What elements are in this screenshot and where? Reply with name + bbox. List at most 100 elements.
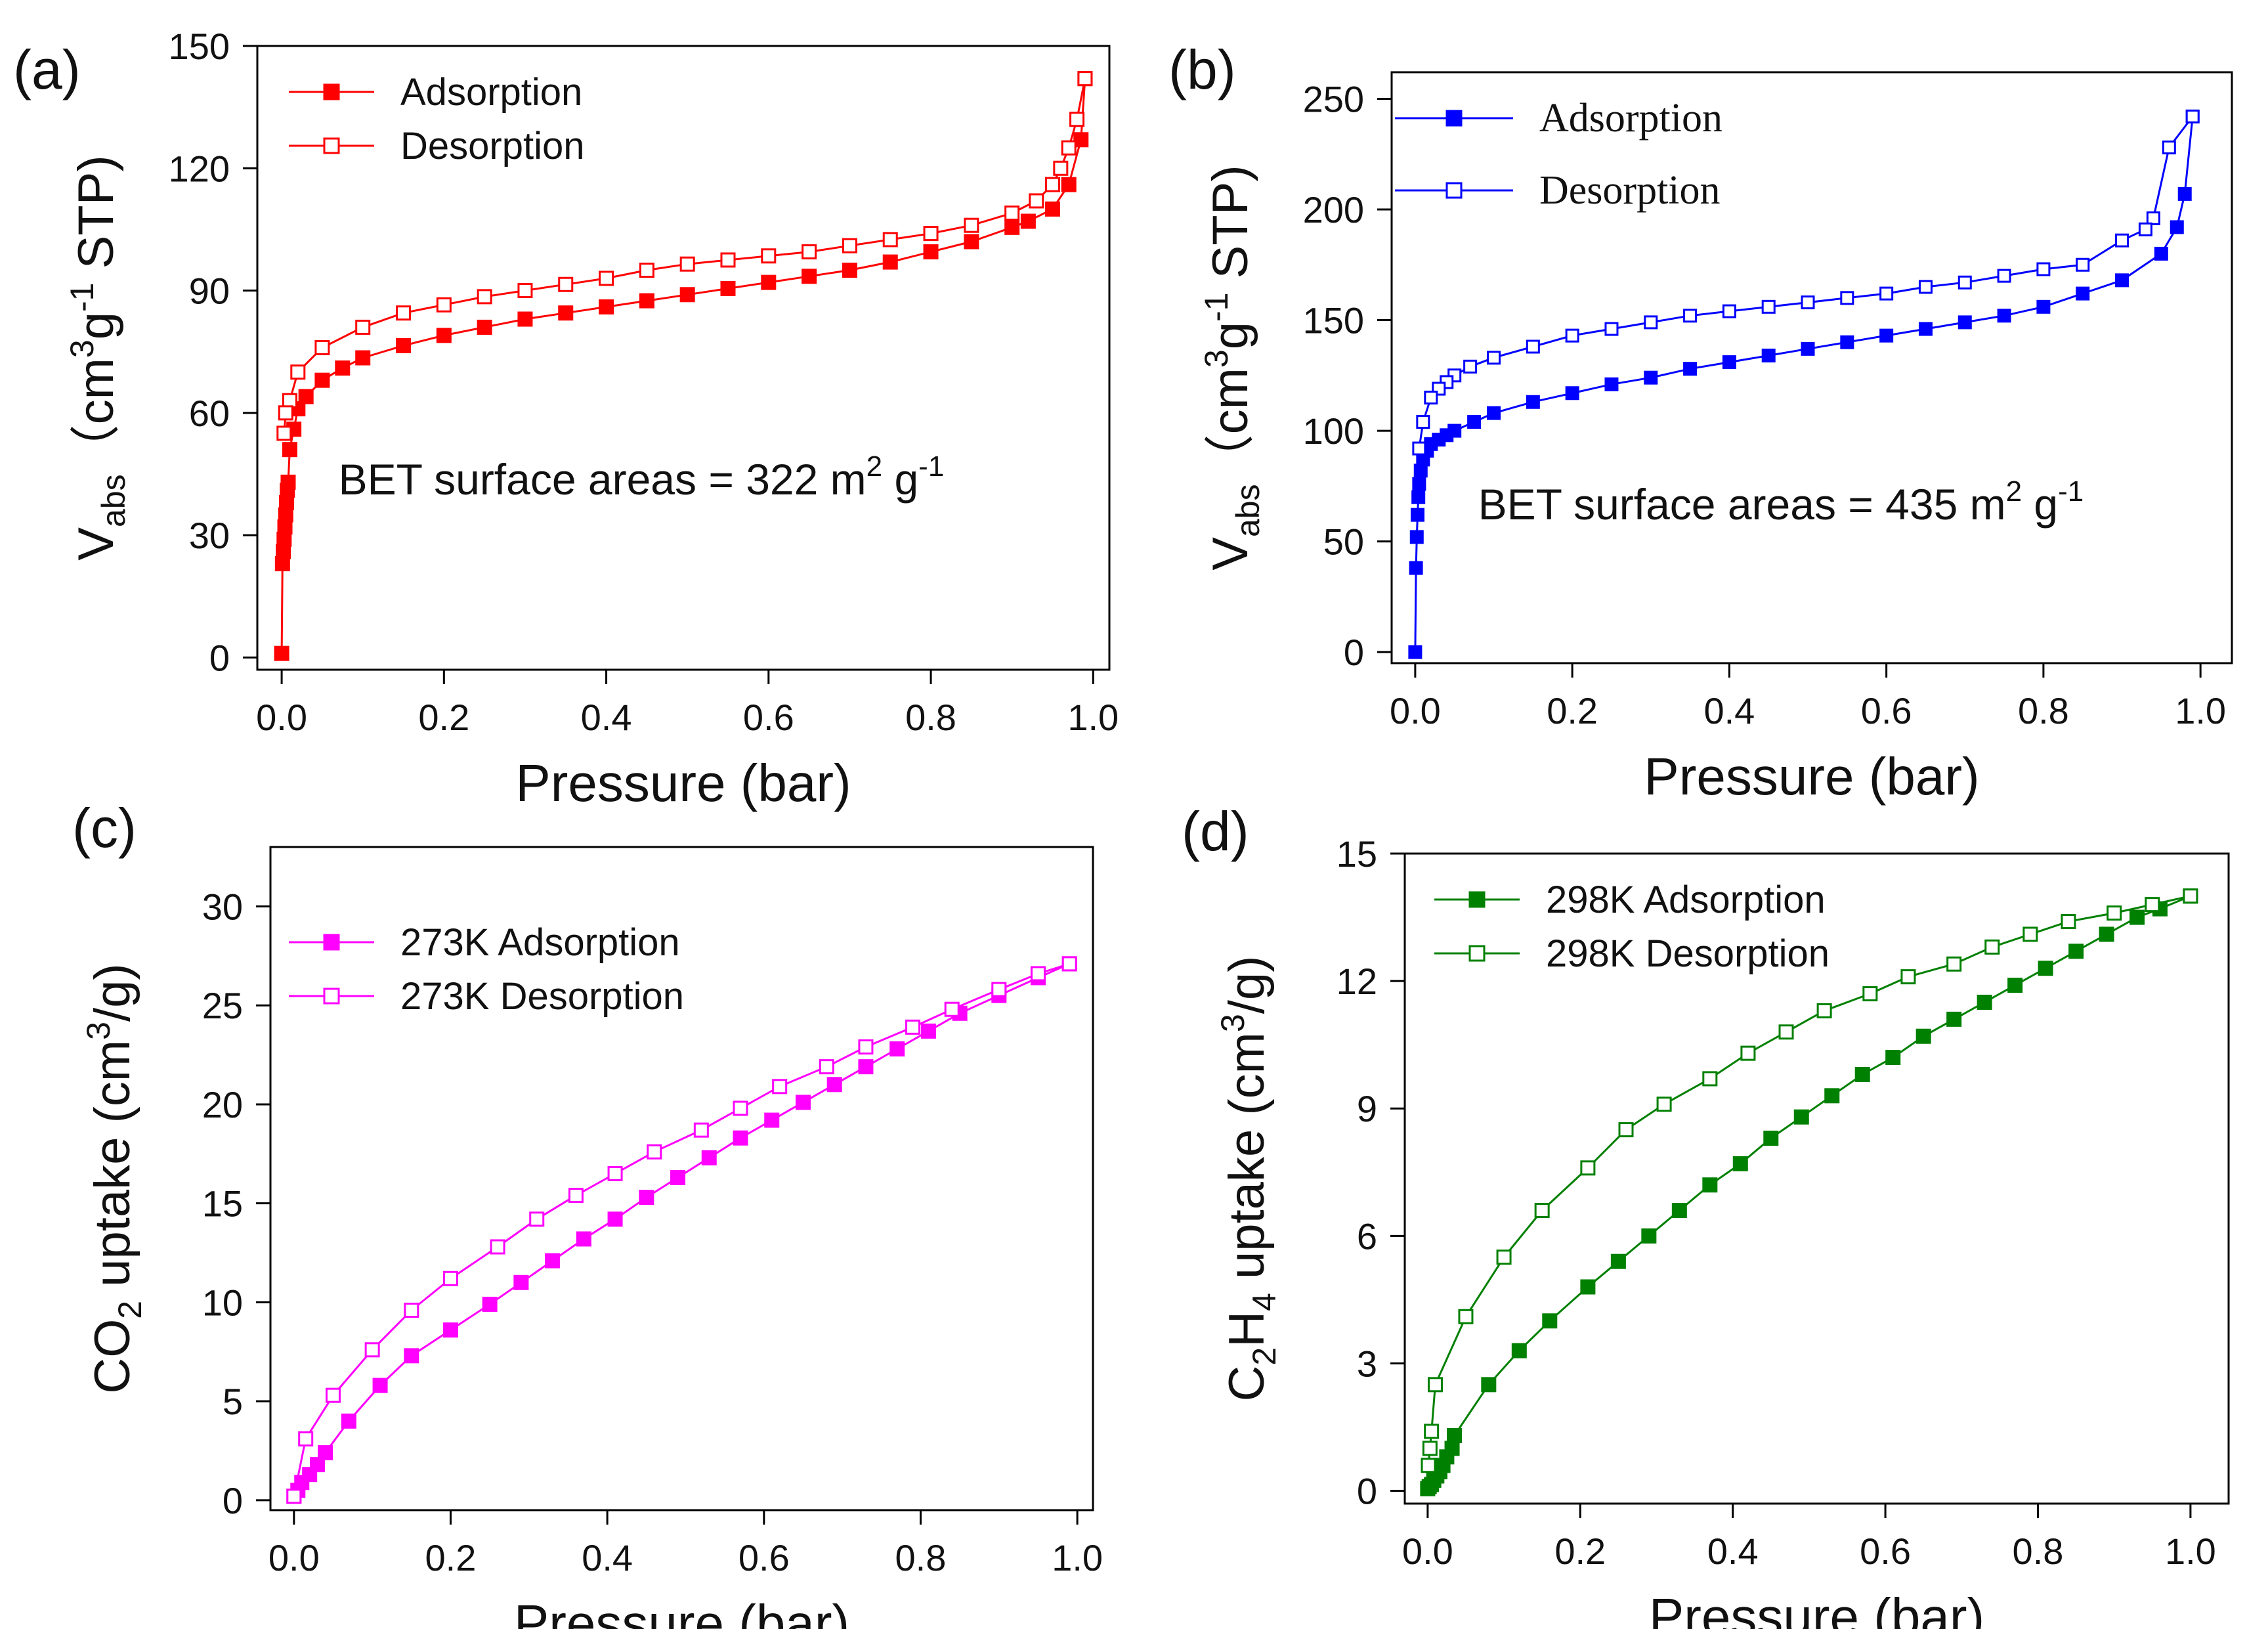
data-point — [1422, 1441, 1438, 1456]
x-tick-label: 0.0 — [256, 697, 307, 738]
data-point — [802, 269, 817, 284]
data-point — [276, 544, 291, 559]
data-point — [923, 226, 939, 242]
data-point — [1778, 1024, 1794, 1040]
data-point — [1683, 362, 1698, 376]
data-point — [795, 1095, 811, 1110]
plot-frame — [256, 45, 1111, 671]
data-point — [1824, 1088, 1840, 1104]
data-point — [1761, 348, 1776, 362]
data-point — [568, 1188, 584, 1204]
data-point — [396, 305, 412, 321]
data-point — [436, 328, 452, 343]
bet-annotation: BET surface areas = 322 m2 g-1 — [339, 450, 945, 504]
data-point — [558, 276, 574, 292]
data-point — [1761, 299, 1776, 314]
data-point — [607, 1211, 623, 1227]
data-point — [1840, 335, 1854, 349]
legend-marker — [323, 988, 340, 1005]
legend-marker — [323, 934, 340, 951]
data-point — [1061, 177, 1077, 192]
data-point — [314, 372, 330, 388]
data-point — [276, 425, 292, 441]
data-point — [1409, 561, 1423, 575]
data-point — [482, 1296, 498, 1312]
data-point — [545, 1253, 561, 1269]
data-point — [1862, 986, 1878, 1002]
data-point — [1004, 206, 1020, 221]
data-point — [298, 389, 314, 404]
y-tick-label: 10 — [202, 1282, 243, 1323]
y-tick-label: 0 — [1357, 1471, 1377, 1512]
data-point — [276, 531, 292, 547]
y-tick-label: 12 — [1337, 961, 1377, 1002]
data-point — [679, 287, 695, 303]
data-point — [2076, 286, 2090, 301]
data-point — [1900, 969, 1916, 985]
data-point — [404, 1302, 419, 1318]
data-point — [1977, 994, 1992, 1010]
x-tick-label: 1.0 — [1067, 697, 1119, 738]
data-point — [2170, 220, 2184, 234]
data-point — [404, 1348, 419, 1364]
series-line — [283, 78, 1086, 434]
data-point — [1004, 219, 1020, 235]
label-part: /g) — [1219, 956, 1275, 1014]
data-point — [477, 319, 492, 335]
data-point — [2162, 141, 2176, 155]
y-tick-label: 15 — [1337, 833, 1377, 875]
data-point — [372, 1378, 388, 1393]
legend: Adsorption Desorption — [289, 71, 584, 167]
data-point — [1030, 966, 1046, 982]
data-point — [1412, 477, 1426, 491]
label-part: uptake (cm — [85, 1040, 140, 1301]
data-point — [1526, 395, 1540, 409]
y-tick-label: 0 — [223, 1480, 243, 1521]
data-point — [1958, 275, 1972, 290]
data-point — [905, 1019, 921, 1035]
data-point — [298, 1431, 314, 1446]
y-tick-label: 150 — [169, 26, 230, 67]
data-point — [517, 283, 533, 299]
x-tick-label: 1.0 — [1052, 1537, 1103, 1578]
data-point — [355, 350, 371, 366]
y-tick-label: 25 — [202, 985, 243, 1026]
data-point — [1610, 1253, 1626, 1269]
y-axis-label: Vabs（cm3g-1 STP) — [1198, 165, 1266, 570]
label-part: STP) — [1203, 165, 1258, 292]
plot-frame — [269, 846, 1094, 1511]
y-tick-label: 15 — [202, 1183, 243, 1225]
data-point — [1946, 1011, 1962, 1027]
data-point — [490, 1239, 505, 1255]
data-point — [1029, 193, 1044, 209]
y-tick-label: 3 — [1357, 1343, 1377, 1384]
label-part: V — [68, 527, 124, 561]
y-tick-label: 9 — [1357, 1088, 1377, 1129]
x-tick-label: 1.0 — [2165, 1531, 2216, 1572]
data-point — [1793, 1109, 1809, 1125]
bet-annotation: BET surface areas = 435 m2 g-1 — [1478, 475, 2084, 529]
data-point — [1073, 132, 1089, 148]
data-point — [280, 474, 296, 490]
data-point — [858, 1059, 874, 1075]
legend-label: 298K Adsorption — [1546, 879, 1826, 921]
data-point — [1918, 280, 1933, 294]
x-tick-label: 0.8 — [895, 1537, 947, 1578]
y-tick-label: 120 — [169, 148, 230, 189]
data-point — [2076, 257, 2090, 272]
series-adsorption — [1420, 888, 2198, 1496]
label-part: CO — [85, 1319, 140, 1394]
data-point — [761, 248, 777, 264]
x-tick-label: 0.6 — [738, 1537, 790, 1578]
data-point — [1061, 956, 1077, 972]
x-tick-label: 0.4 — [1703, 690, 1755, 731]
x-tick-label: 0.2 — [1547, 690, 1598, 731]
data-point — [1467, 415, 1482, 429]
data-point — [2115, 273, 2129, 288]
data-point — [1526, 339, 1540, 354]
data-point — [355, 319, 371, 335]
legend-label: 273K Desorption — [400, 975, 684, 1018]
series-line — [293, 963, 1070, 1497]
data-point — [1410, 508, 1424, 522]
data-point — [1702, 1177, 1718, 1193]
